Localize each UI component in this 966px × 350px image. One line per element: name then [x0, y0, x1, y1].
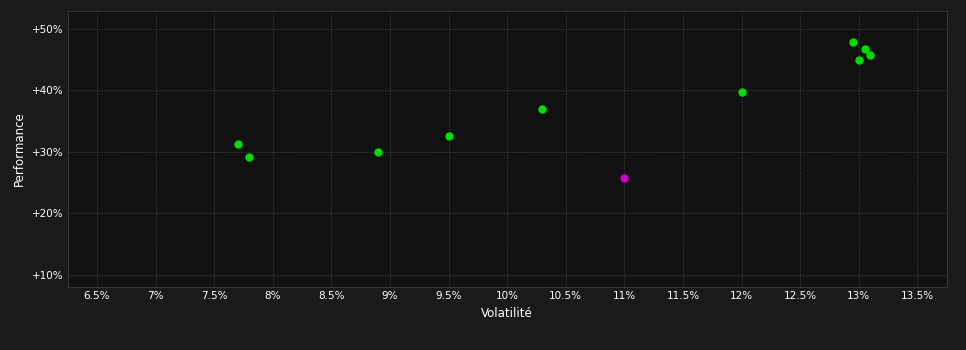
X-axis label: Volatilité: Volatilité: [481, 307, 533, 320]
Point: [242, 155, 257, 160]
Point: [851, 57, 867, 63]
Point: [440, 133, 456, 139]
Point: [734, 89, 750, 95]
Y-axis label: Performance: Performance: [14, 111, 26, 186]
Point: [230, 141, 245, 147]
Point: [371, 150, 386, 155]
Point: [616, 175, 632, 181]
Point: [857, 46, 872, 51]
Point: [863, 52, 878, 57]
Point: [845, 40, 861, 45]
Point: [534, 106, 550, 112]
